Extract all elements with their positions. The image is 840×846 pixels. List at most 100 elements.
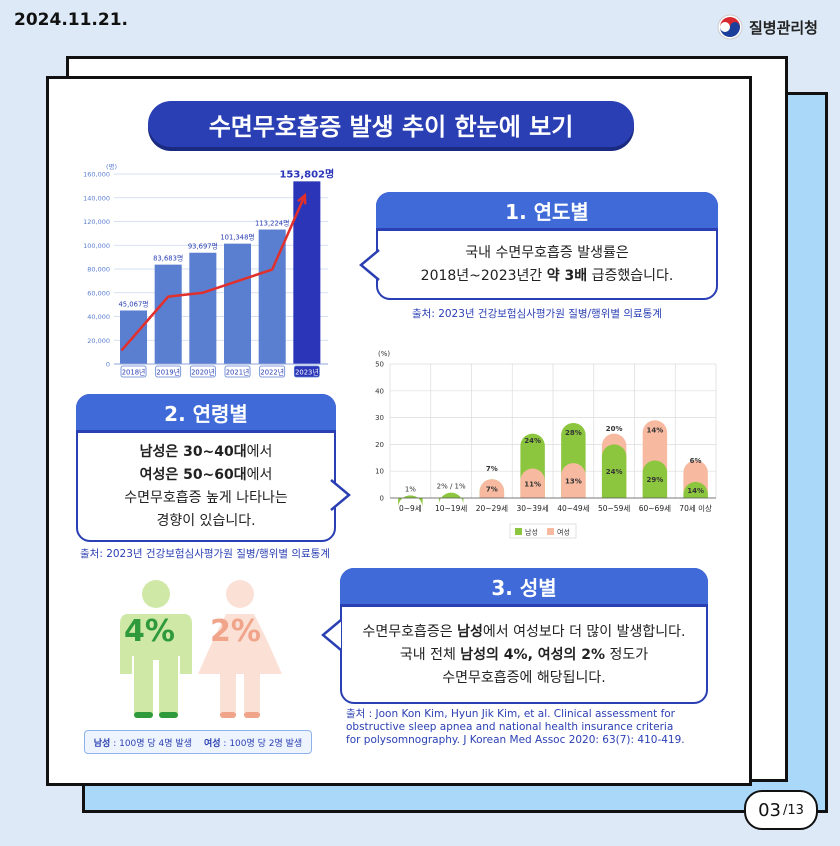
section3-line2-pre: 국내 전체 [399,646,461,663]
section2-line2-post: 에서 [246,467,273,483]
x-tick-box [259,365,286,378]
section3-line2-post: 정도가 [605,646,649,663]
org-name: 질병관리청 [748,18,818,37]
y-tick-label: 80,000 [87,266,110,274]
y-tick-label: 20 [375,441,384,449]
bar-male [683,481,708,498]
bar-value-label: 83,683명 [153,254,183,263]
section3-line2-bold: 남성의 4%, 여성의 2% [460,646,606,663]
page-title: 수면무호흡증 발생 추이 한눈에 보기 [148,101,634,147]
y-tick-label: 30 [375,414,384,422]
y-tick-label: 20,000 [87,337,110,345]
y-tick-label: 100,000 [83,242,110,250]
legend-female-text: : 100명 당 2명 발생 [220,738,303,749]
y-tick-label: 60,000 [87,289,110,297]
bar-value-label: 13% [565,478,582,486]
section1-line2-bold: 약 3배 [546,268,588,284]
y-tick-label: 40,000 [87,313,110,321]
x-tick-label: 2023년 [295,368,319,377]
bar-female [520,468,545,498]
legend-female-label: 여성 [204,738,221,749]
x-tick-label: 30~39세 [516,504,548,513]
bar-value-label: 24% [606,468,623,476]
y-tick-label: 120,000 [83,218,110,226]
section3-source-line2: obstructive sleep apnea and national hea… [346,721,674,733]
x-tick-box [189,365,216,378]
bar-value-label: 7% [486,486,498,494]
section3-heading: 3. 성별 [340,568,708,607]
bar-value-label: 20% [606,425,623,433]
x-tick-label: 70세 이상 [679,503,712,513]
x-tick-label: 0~9세 [399,504,422,513]
y-unit-label: (%) [378,350,390,358]
bar-value-label: 45,067명 [118,299,148,308]
x-tick-label: 40~49세 [557,504,589,513]
bar-value-label: 93,697명 [188,242,218,251]
section3-source-line3: for polysomnography. J Korean Med Assoc … [346,734,685,746]
x-tick-label: 2022년 [260,368,284,377]
bar-value-label: 101,348명 [220,233,254,242]
x-tick-label: 2019년 [156,368,180,377]
bar [189,252,217,364]
gender-legend: 남성 : 100명 당 4명 발생 여성 : 100명 당 2명 발생 [84,730,312,754]
x-tick-box [224,365,251,378]
bar-male [438,492,464,505]
taegeuk-icon [717,14,743,40]
x-tick-label: 20~29세 [476,504,508,513]
y-unit-label: (명) [106,162,117,171]
trend-arrow-line [120,194,306,352]
section3-line1-pre: 수면무호흡증은 [362,623,458,640]
bubble3-pointer [321,619,342,651]
age-bar-chart: (%) 0 10 20 30 40 50 1% 0~9세 2% / 1% 10~19세 7% 7% 20~… [375,350,717,539]
bubble2-pointer [330,479,351,511]
bar-value-label: 28% [565,429,582,437]
x-tick-label: 2021년 [226,368,250,377]
section1-line2-post: 급증했습니다. [587,268,674,284]
y-tick-label: 160,000 [83,171,110,179]
section3-source-line1: 출처 : Joon Kon Kim, Hyun Jik Kim, et al. … [346,708,676,720]
bar-value-label: 1% [405,485,416,493]
bar-value-label: 7% [486,465,498,473]
bar-female [561,463,586,498]
page-current: 03 [758,799,781,821]
bar-value-label: 24% [524,437,541,445]
bar-value-label: 6% [690,457,702,465]
section3-bubble: 3. 성별 수면무호흡증은 남성에서 여성보다 더 많이 발생합니다. 국내 전… [340,568,708,704]
section3-line1: 수면무호흡증은 남성에서 여성보다 더 많이 발생합니다. [363,621,686,644]
y-tick-label: 0 [106,361,110,369]
bar-value-label: 2% / 1% [437,483,466,491]
male-figure-icon [120,580,192,718]
legend-frame [509,523,577,539]
bar-male [642,460,668,498]
x-tick-label: 50~59세 [598,504,630,513]
section2-source: 출처: 2023년 건강보험심사평가원 질병/행위별 의료통계 [80,548,331,560]
x-tick-label: 2018년 [122,368,146,377]
trend-arrow-head [297,192,307,205]
section2-line2: 여성은 50~60대에서 [140,464,273,487]
bar-male [601,444,627,498]
page-total: /13 [782,802,804,818]
male-percent: 4% [124,614,175,649]
section2-line1-post: 에서 [246,444,273,460]
page-indicator: 03/13 [744,790,818,830]
x-tick-box [293,365,320,378]
section1-line2: 2018년~2023년간 약 3배 급증했습니다. [421,265,674,288]
section2-line4: 경향이 있습니다. [156,513,256,529]
legend-male: 남성 : 100명 당 4명 발생 [94,736,192,749]
female-percent: 2% [210,614,261,649]
bubble1-pointer [359,249,380,281]
legend-female: 여성 : 100명 당 2명 발생 [204,736,302,749]
section2-heading: 2. 연령별 [76,394,336,433]
legend-male-label: 남성 [93,738,111,749]
section2-line2-bold: 여성은 50~60대 [139,467,247,483]
x-tick-label: 10~19세 [435,504,467,513]
section1-source: 출처: 2023년 건강보험심사평가원 질병/행위별 의료통계 [412,308,663,320]
bar-value-label: 11% [524,480,541,488]
bar-female [479,479,505,498]
y-tick-label: 10 [375,468,384,476]
x-tick-box [120,365,147,378]
legend-label: 남성 [525,528,538,537]
bar-value-label: 113,224명 [255,219,289,228]
section3-source: 출처 : Joon Kon Kim, Hyun Jik Kim, et al. … [346,708,685,747]
bar-value-label: 153,802명 [279,167,334,180]
